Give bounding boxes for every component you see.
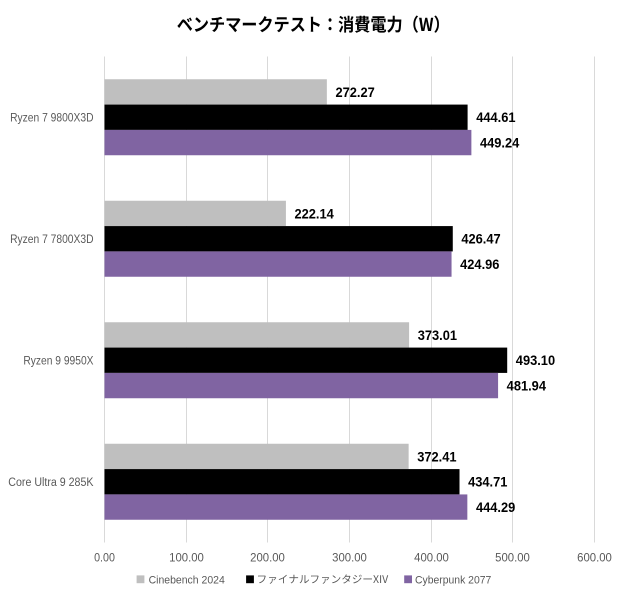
svg-text:426.47: 426.47: [461, 232, 500, 247]
svg-text:434.71: 434.71: [468, 475, 508, 490]
svg-text:Ryzen 9 9950X: Ryzen 9 9950X: [23, 355, 93, 367]
svg-text:100.00: 100.00: [169, 551, 204, 565]
svg-text:Ryzen 7 9800X3D: Ryzen 7 9800X3D: [10, 112, 93, 124]
svg-text:Ryzen 7 7800X3D: Ryzen 7 7800X3D: [10, 234, 93, 246]
svg-text:Core Ultra 9 285K: Core Ultra 9 285K: [8, 477, 94, 489]
svg-text:272.27: 272.27: [335, 85, 374, 100]
svg-text:372.41: 372.41: [417, 449, 457, 464]
svg-text:500.00: 500.00: [495, 551, 530, 565]
svg-text:444.29: 444.29: [476, 500, 515, 515]
svg-text:449.24: 449.24: [480, 135, 520, 150]
svg-text:Cyberpunk 2077: Cyberpunk 2077: [415, 574, 491, 586]
svg-text:444.61: 444.61: [476, 110, 516, 125]
svg-text:222.14: 222.14: [295, 206, 335, 221]
svg-text:200.00: 200.00: [250, 551, 285, 565]
svg-text:481.94: 481.94: [507, 378, 547, 393]
svg-text:493.10: 493.10: [516, 353, 555, 368]
svg-text:300.00: 300.00: [332, 551, 367, 565]
svg-text:600.00: 600.00: [577, 551, 612, 565]
svg-text:Cinebench 2024: Cinebench 2024: [149, 574, 225, 586]
svg-text:424.96: 424.96: [460, 257, 499, 272]
svg-text:373.01: 373.01: [418, 328, 458, 343]
svg-text:0.00: 0.00: [94, 551, 115, 565]
svg-text:400.00: 400.00: [414, 551, 449, 565]
